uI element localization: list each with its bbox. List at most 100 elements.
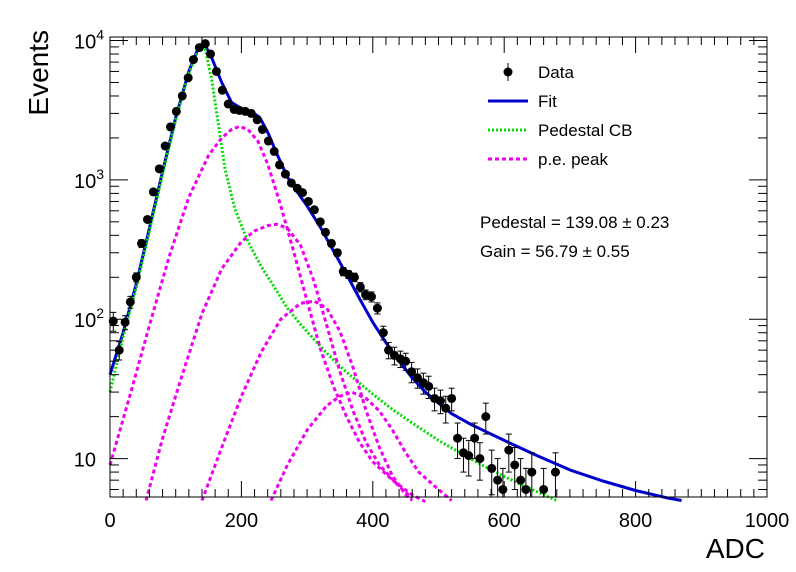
data-marker bbox=[384, 345, 394, 355]
data-marker bbox=[200, 39, 210, 49]
legend-label: Fit bbox=[538, 92, 557, 111]
data-point bbox=[223, 99, 233, 109]
data-point bbox=[320, 227, 330, 237]
data-marker bbox=[407, 367, 417, 377]
legend-marker bbox=[503, 67, 513, 77]
data-point bbox=[378, 325, 388, 341]
data-point bbox=[349, 272, 359, 283]
data-marker bbox=[349, 272, 359, 282]
data-point bbox=[183, 73, 193, 83]
data-marker bbox=[263, 136, 273, 146]
data-marker bbox=[280, 169, 290, 179]
x-axis-label: ADC bbox=[706, 533, 765, 564]
data-point bbox=[435, 389, 445, 415]
data-marker bbox=[504, 445, 514, 455]
data-marker bbox=[401, 356, 411, 366]
data-point bbox=[165, 122, 175, 132]
data-point bbox=[188, 55, 198, 65]
data-marker bbox=[257, 124, 267, 134]
data-marker bbox=[217, 85, 227, 95]
data-point bbox=[177, 91, 187, 101]
data-points bbox=[108, 39, 560, 498]
data-point bbox=[401, 352, 411, 371]
data-marker bbox=[275, 160, 285, 170]
data-marker bbox=[177, 91, 187, 101]
data-marker bbox=[332, 248, 342, 258]
data-point bbox=[171, 106, 181, 116]
axis-ticks bbox=[109, 37, 768, 497]
data-point bbox=[160, 141, 170, 151]
data-marker bbox=[412, 373, 422, 383]
data-marker bbox=[120, 317, 130, 327]
data-point bbox=[407, 361, 417, 384]
data-marker bbox=[516, 475, 526, 485]
data-marker bbox=[206, 49, 216, 59]
data-marker bbox=[223, 99, 233, 109]
legend-label: p.e. peak bbox=[538, 150, 608, 169]
data-marker bbox=[137, 238, 147, 248]
data-marker bbox=[447, 393, 457, 403]
data-marker bbox=[315, 217, 325, 227]
data-point bbox=[246, 108, 256, 118]
data-point bbox=[453, 422, 463, 460]
data-point bbox=[315, 217, 325, 227]
data-point bbox=[412, 368, 422, 389]
fit-results: Pedestal = 139.08 ± 0.23 Gain = 56.79 ± 0… bbox=[480, 213, 669, 261]
data-marker bbox=[309, 205, 319, 215]
data-marker bbox=[424, 381, 434, 391]
series-line-pedestal-cb bbox=[108, 47, 558, 502]
data-marker bbox=[498, 484, 508, 494]
data-marker bbox=[114, 345, 124, 355]
data-point bbox=[355, 282, 365, 293]
data-marker bbox=[372, 303, 382, 313]
y-tick-label: 102 bbox=[74, 305, 104, 332]
data-point bbox=[470, 422, 480, 460]
data-point bbox=[516, 458, 526, 498]
data-point bbox=[487, 449, 497, 496]
data-point bbox=[309, 205, 319, 215]
data-point bbox=[257, 124, 267, 134]
data-marker bbox=[165, 122, 175, 132]
data-point bbox=[332, 248, 342, 258]
tick-labels: 0 200 400 600 800 1000 10 102 103 104 bbox=[74, 27, 790, 532]
data-point bbox=[200, 39, 210, 49]
data-marker bbox=[441, 403, 451, 413]
legend-entry: p.e. peak bbox=[488, 150, 608, 169]
data-marker bbox=[298, 188, 308, 198]
y-tick-label: 104 bbox=[74, 27, 104, 54]
data-marker bbox=[320, 227, 330, 237]
data-marker bbox=[521, 484, 531, 494]
data-marker bbox=[355, 282, 365, 292]
data-marker bbox=[475, 454, 485, 464]
data-marker bbox=[286, 178, 296, 188]
data-point bbox=[263, 136, 273, 146]
data-marker bbox=[142, 214, 152, 224]
data-point bbox=[475, 442, 485, 481]
data-marker bbox=[131, 272, 141, 282]
data-point bbox=[372, 302, 382, 315]
data-point bbox=[269, 146, 279, 156]
data-point bbox=[142, 214, 152, 224]
y-tick-label: 103 bbox=[74, 166, 104, 193]
data-point bbox=[510, 447, 520, 490]
data-marker bbox=[160, 141, 170, 151]
data-marker bbox=[125, 297, 135, 307]
data-point bbox=[424, 375, 434, 399]
data-point bbox=[286, 178, 296, 188]
data-point bbox=[447, 387, 457, 412]
data-marker bbox=[154, 164, 164, 174]
data-point bbox=[217, 85, 227, 95]
data-marker bbox=[171, 106, 181, 116]
data-marker bbox=[183, 73, 193, 83]
data-point bbox=[326, 238, 336, 248]
data-marker bbox=[481, 412, 491, 422]
data-marker bbox=[252, 115, 262, 125]
legend-label: Data bbox=[538, 63, 574, 82]
data-marker bbox=[303, 196, 313, 206]
data-marker bbox=[487, 463, 497, 473]
series-line-p-e-peak-2 bbox=[144, 222, 414, 501]
data-point bbox=[154, 164, 164, 174]
data-marker bbox=[493, 475, 503, 485]
data-point bbox=[206, 49, 216, 59]
